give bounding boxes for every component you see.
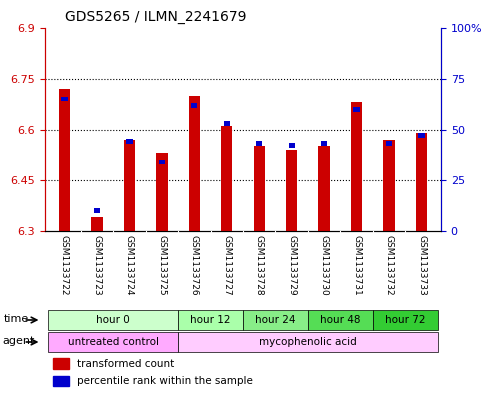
Text: GSM1133723: GSM1133723 — [92, 235, 101, 296]
Text: GSM1133728: GSM1133728 — [255, 235, 264, 296]
Text: GSM1133725: GSM1133725 — [157, 235, 166, 296]
Text: GSM1133732: GSM1133732 — [384, 235, 394, 296]
Bar — [126, 139, 132, 144]
FancyBboxPatch shape — [178, 310, 243, 330]
Text: GSM1133731: GSM1133731 — [352, 235, 361, 296]
Bar — [94, 208, 100, 213]
FancyBboxPatch shape — [308, 310, 373, 330]
Text: hour 0: hour 0 — [96, 315, 130, 325]
Bar — [189, 95, 200, 231]
Text: GSM1133722: GSM1133722 — [60, 235, 69, 296]
Text: hour 48: hour 48 — [320, 315, 361, 325]
Text: GSM1133726: GSM1133726 — [190, 235, 199, 296]
Text: agent: agent — [2, 336, 35, 346]
Bar — [91, 217, 102, 231]
Bar — [53, 376, 69, 386]
FancyBboxPatch shape — [48, 310, 178, 330]
Text: GDS5265 / ILMN_2241679: GDS5265 / ILMN_2241679 — [65, 10, 246, 24]
Bar — [321, 141, 327, 146]
Bar — [156, 153, 168, 231]
Text: GSM1133727: GSM1133727 — [222, 235, 231, 296]
Bar — [254, 147, 265, 231]
Bar — [159, 160, 165, 164]
Text: hour 12: hour 12 — [190, 315, 231, 325]
Text: GSM1133729: GSM1133729 — [287, 235, 296, 296]
Text: time: time — [3, 314, 29, 324]
Text: GSM1133724: GSM1133724 — [125, 235, 134, 296]
Bar — [288, 143, 295, 148]
Text: GSM1133730: GSM1133730 — [320, 235, 328, 296]
Bar — [354, 107, 360, 112]
FancyBboxPatch shape — [48, 332, 178, 352]
Bar — [386, 141, 392, 146]
Text: hour 24: hour 24 — [255, 315, 296, 325]
Text: GSM1133733: GSM1133733 — [417, 235, 426, 296]
Bar — [416, 133, 427, 231]
Bar — [53, 358, 69, 369]
Bar — [256, 141, 262, 146]
Bar — [124, 140, 135, 231]
Bar — [61, 97, 68, 101]
Text: hour 72: hour 72 — [385, 315, 426, 325]
Text: untreated control: untreated control — [68, 337, 158, 347]
Bar — [191, 103, 198, 108]
FancyBboxPatch shape — [373, 310, 438, 330]
FancyBboxPatch shape — [178, 332, 438, 352]
Bar — [59, 89, 70, 231]
Bar — [286, 150, 298, 231]
Bar — [384, 140, 395, 231]
Bar — [351, 103, 362, 231]
Bar — [418, 133, 425, 138]
Bar — [221, 126, 232, 231]
Bar — [318, 147, 330, 231]
Text: percentile rank within the sample: percentile rank within the sample — [77, 376, 253, 386]
Text: transformed count: transformed count — [77, 359, 174, 369]
Text: mycophenolic acid: mycophenolic acid — [259, 337, 357, 347]
Bar — [224, 121, 230, 126]
FancyBboxPatch shape — [243, 310, 308, 330]
